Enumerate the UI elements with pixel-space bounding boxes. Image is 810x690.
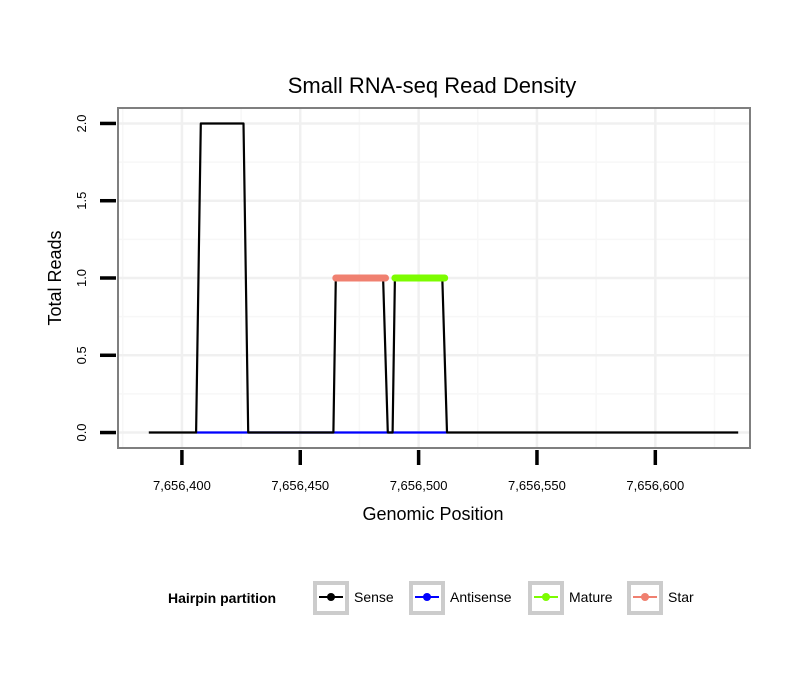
- axes: 7,656,400 7,656,450 7,656,500 7,656,550 7,65…: [74, 114, 684, 493]
- legend-item-star: Star: [627, 581, 694, 615]
- legend-label: Mature: [569, 589, 613, 605]
- chart-title: Small RNA-seq Read Density: [288, 73, 577, 98]
- series-layer: [148, 122, 739, 434]
- legend-key-dot: [641, 593, 649, 601]
- x-axis-title: Genomic Position: [362, 504, 503, 524]
- x-tick-label: 7,656,450: [271, 478, 329, 493]
- legend-item-antisense: Antisense: [409, 581, 512, 615]
- legend-item-sense: Sense: [313, 581, 394, 615]
- legend-key-dot: [327, 593, 335, 601]
- y-axis-title: Total Reads: [45, 230, 65, 325]
- x-tick-label: 7,656,400: [153, 478, 211, 493]
- y-tick-label: 1.5: [74, 192, 89, 210]
- x-tick-label: 7,656,500: [390, 478, 448, 493]
- y-tick-label: 0.5: [74, 346, 89, 364]
- legend-key-dot: [423, 593, 431, 601]
- legend-item-mature: Mature: [528, 581, 613, 615]
- x-tick-label: 7,656,550: [508, 478, 566, 493]
- y-tick-label: 2.0: [74, 114, 89, 132]
- y-tick-label: 0.0: [74, 423, 89, 441]
- legend-key-dot: [542, 593, 550, 601]
- legend-title: Hairpin partition: [168, 590, 276, 606]
- legend: Hairpin partition Sense Antisense Mature St…: [168, 581, 694, 615]
- legend-label: Sense: [354, 589, 394, 605]
- legend-label: Star: [668, 589, 694, 605]
- y-tick-label: 1.0: [74, 269, 89, 287]
- x-tick-label: 7,656,600: [626, 478, 684, 493]
- legend-label: Antisense: [450, 589, 512, 605]
- plot-panel-border: [117, 107, 751, 449]
